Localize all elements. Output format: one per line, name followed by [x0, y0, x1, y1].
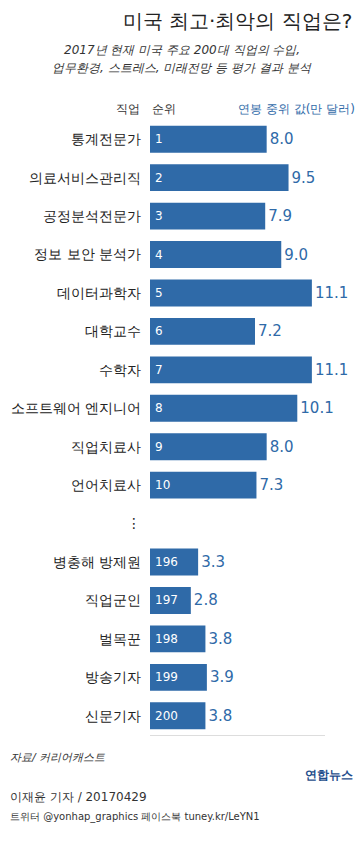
svg-text:트위터 @yonhap_graphics 페이스북 tune: 트위터 @yonhap_graphics 페이스북 tuney.kr/LeYN1	[10, 811, 260, 823]
svg-text:9: 9	[155, 440, 163, 454]
svg-text:7.3: 7.3	[259, 476, 283, 494]
svg-text:197: 197	[155, 593, 178, 607]
svg-text:공정분석전문가: 공정분석전문가	[43, 208, 141, 224]
svg-text:이재윤 기자 / 20170429: 이재윤 기자 / 20170429	[10, 790, 147, 804]
svg-text:8.0: 8.0	[270, 438, 294, 456]
svg-text:대학교수: 대학교수	[85, 323, 141, 339]
svg-text:198: 198	[155, 632, 178, 646]
svg-text:자료/ 커리어캐스트: 자료/ 커리어캐스트	[10, 751, 105, 764]
svg-text:8: 8	[155, 401, 163, 415]
svg-text:8.0: 8.0	[270, 130, 294, 148]
svg-text:직업: 직업	[116, 102, 140, 116]
svg-text:업무환경, 스트레스, 미래전망 등 평가 결과 분석: 업무환경, 스트레스, 미래전망 등 평가 결과 분석	[52, 61, 312, 75]
svg-text:7.2: 7.2	[258, 322, 282, 340]
svg-text:11.1: 11.1	[315, 284, 348, 302]
svg-text:순위: 순위	[152, 102, 176, 116]
svg-text:직업치료사: 직업치료사	[71, 439, 141, 455]
svg-text:수학자: 수학자	[99, 362, 141, 378]
svg-text:9.5: 9.5	[292, 169, 316, 187]
svg-text:7.9: 7.9	[268, 207, 292, 225]
svg-text:데이터과학자: 데이터과학자	[57, 285, 141, 301]
svg-text:1: 1	[155, 132, 163, 146]
svg-text:199: 199	[155, 670, 178, 684]
svg-text:의료서비스관리직: 의료서비스관리직	[29, 170, 141, 186]
svg-text:10.1: 10.1	[300, 399, 333, 417]
svg-text:⋮: ⋮	[127, 515, 141, 531]
svg-text:직업군인: 직업군인	[85, 592, 141, 608]
svg-text:병충해 방제원: 병충해 방제원	[53, 554, 141, 570]
svg-text:언어치료사: 언어치료사	[71, 477, 141, 493]
svg-text:3.8: 3.8	[208, 707, 232, 725]
svg-text:4: 4	[155, 248, 163, 262]
svg-text:10: 10	[155, 478, 170, 492]
svg-text:연합뉴스: 연합뉴스	[305, 768, 353, 782]
svg-text:신문기자: 신문기자	[85, 708, 141, 724]
svg-text:2.8: 2.8	[194, 591, 218, 609]
svg-text:3.3: 3.3	[201, 553, 225, 571]
svg-text:통계전문가: 통계전문가	[71, 131, 141, 147]
svg-text:3.9: 3.9	[210, 668, 234, 686]
svg-text:11.1: 11.1	[315, 361, 348, 379]
svg-text:벌목꾼: 벌목꾼	[99, 631, 141, 647]
svg-text:연봉 중위 값(만 달러): 연봉 중위 값(만 달러)	[238, 102, 355, 116]
svg-text:2017년 현재 미국 주요 200대 직업의 수입,: 2017년 현재 미국 주요 200대 직업의 수입,	[64, 43, 300, 57]
svg-text:200: 200	[155, 709, 178, 723]
svg-text:방송기자: 방송기자	[85, 669, 141, 685]
svg-text:9.0: 9.0	[284, 246, 308, 264]
svg-text:2: 2	[155, 171, 163, 185]
svg-text:소프트웨어 엔지니어: 소프트웨어 엔지니어	[11, 400, 141, 416]
svg-text:6: 6	[155, 324, 163, 338]
svg-text:3: 3	[155, 209, 163, 223]
svg-text:5: 5	[155, 286, 163, 300]
svg-text:미국 최고·최악의 직업은?: 미국 최고·최악의 직업은?	[123, 9, 353, 33]
svg-text:7: 7	[155, 363, 163, 377]
svg-text:정보 보안 분석가: 정보 보안 분석가	[34, 246, 141, 262]
svg-text:196: 196	[155, 555, 178, 569]
svg-text:3.8: 3.8	[208, 630, 232, 648]
